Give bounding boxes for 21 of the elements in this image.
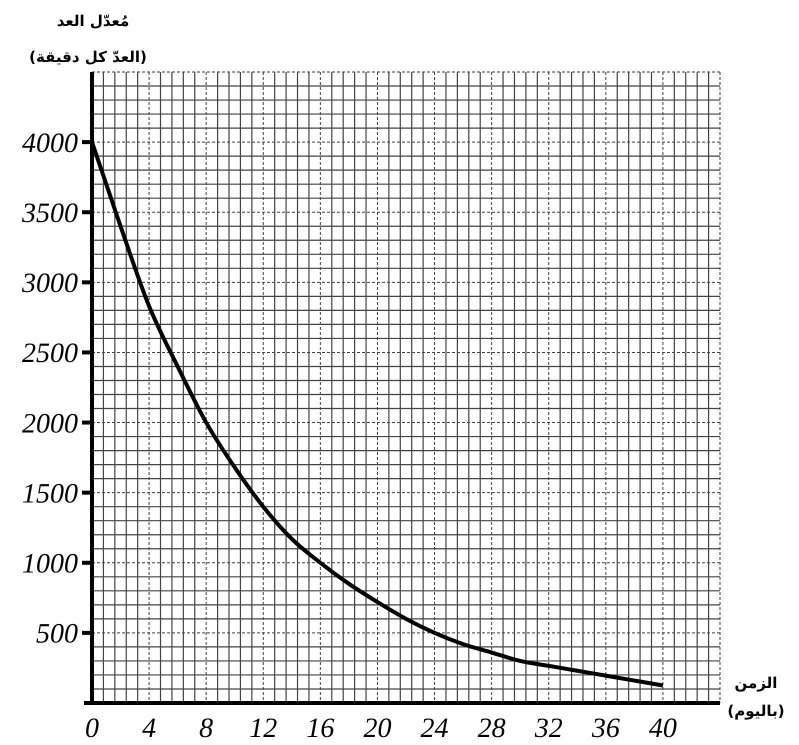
y-tick-label: 2000 [22, 408, 78, 440]
x-tick-label: 24 [420, 713, 449, 744]
y-tick-label: 500 [36, 618, 78, 650]
x-tick-label: 8 [199, 713, 214, 744]
x-tick-label: 40 [648, 713, 677, 744]
y-tick-label: 1500 [22, 478, 78, 510]
x-tick-label: 0 [85, 713, 99, 744]
x-tick-label: 28 [478, 713, 506, 744]
x-tick-label: 12 [249, 713, 278, 744]
y-tick-label: 2500 [22, 338, 78, 370]
y-tick-label: 3000 [21, 268, 78, 300]
x-tick-label: 20 [363, 713, 392, 744]
x-tick-label: 16 [306, 713, 334, 744]
x-tick-label: 36 [590, 713, 620, 744]
x-tick-label: 32 [534, 713, 563, 744]
x-axis-title: الزمن (باليوم) [727, 674, 785, 720]
y-tick-label: 3500 [21, 198, 78, 230]
y-tick-label: 4000 [22, 128, 78, 159]
y-tick-label: 1000 [22, 548, 78, 580]
text: مُعدّل العد (العدّ كل دقيقة) [29, 12, 147, 66]
x-tick-label: 4 [142, 713, 156, 744]
